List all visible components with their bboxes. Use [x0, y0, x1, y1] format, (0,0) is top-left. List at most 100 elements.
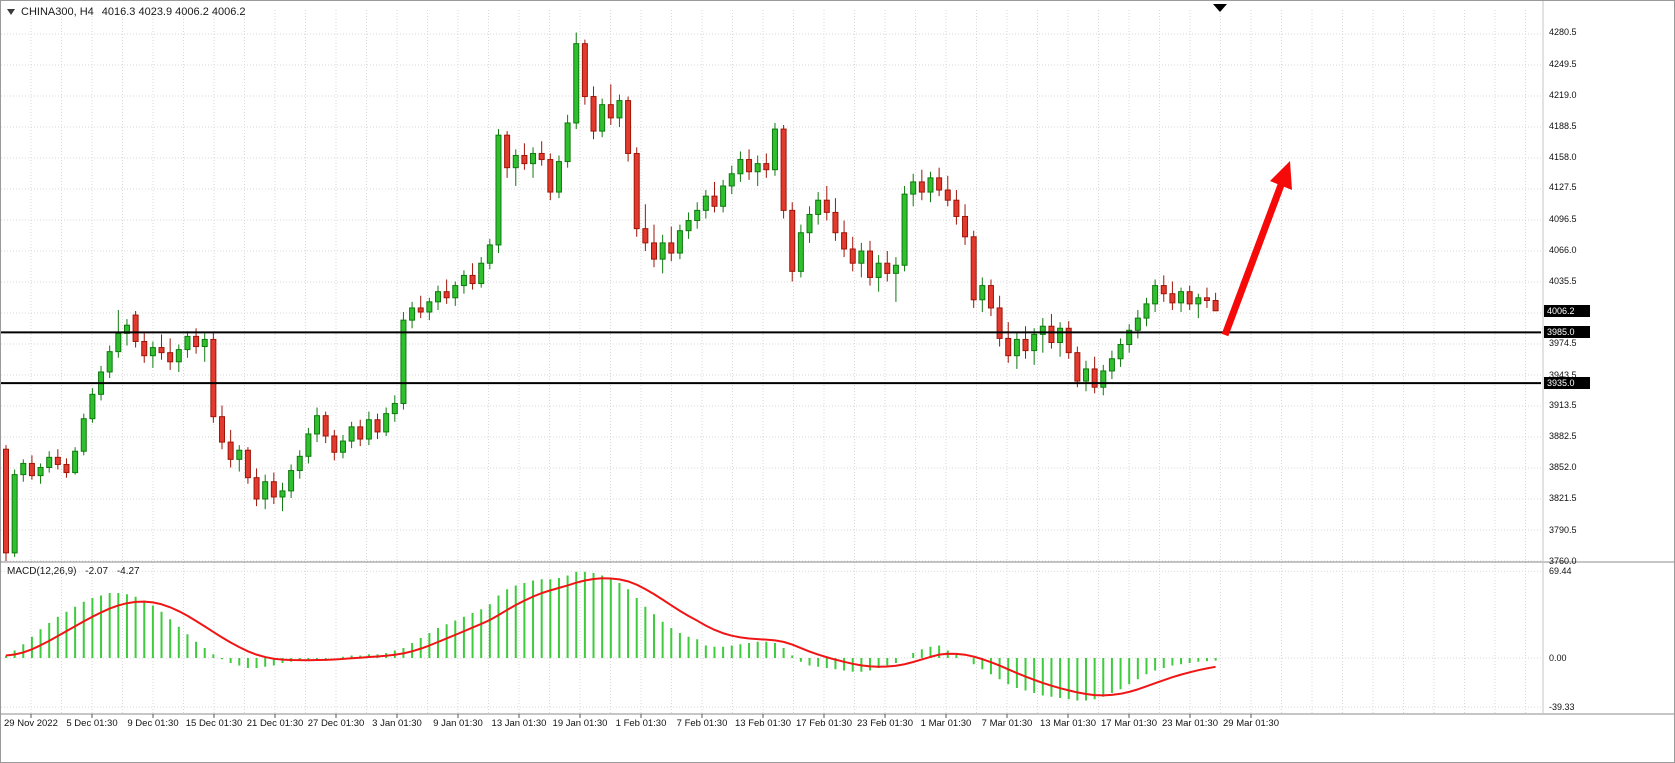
price-tick-label: 4127.5	[1549, 182, 1577, 193]
candle-body	[720, 185, 727, 207]
candle-body	[443, 291, 450, 299]
support-price-tag: 3935.0	[1544, 377, 1590, 390]
macd-indicator-label: MACD(12,26,9) -2.07 -4.27	[7, 566, 146, 577]
candle-body	[253, 477, 260, 500]
macd-signal-line	[5, 577, 1216, 697]
candle-body	[1152, 285, 1159, 305]
candle-body	[1203, 297, 1210, 302]
macd-tick-label: 0.00	[1549, 653, 1567, 663]
time-tick-label: 27 Dec 01:30	[307, 718, 365, 729]
candle-body	[806, 213, 813, 234]
symbol-dropdown-icon[interactable]	[7, 9, 15, 15]
candle-body	[115, 332, 122, 353]
chart-title: CHINA300, H4 4016.3 4023.9 4006.2 4006.2	[7, 5, 246, 19]
time-tick-label: 21 Dec 01:30	[246, 718, 304, 729]
candle-body	[832, 211, 839, 234]
candle-body	[910, 181, 917, 195]
candle-body	[28, 462, 35, 477]
candle-body	[331, 435, 338, 453]
candle-body	[495, 134, 502, 246]
candle-body	[901, 193, 908, 266]
candle-body	[936, 177, 943, 191]
candle-body	[815, 199, 822, 215]
candle-body	[409, 307, 416, 321]
candle-body	[1143, 303, 1150, 319]
candle-body	[3, 448, 9, 554]
trend-arrow-head[interactable]	[1270, 161, 1292, 190]
macd-tick-label: 69.44	[1549, 566, 1572, 577]
candle-body	[1134, 317, 1141, 331]
candle-body	[841, 232, 848, 250]
candle-body	[1212, 300, 1219, 312]
time-tick-label: 17 Feb 01:30	[796, 718, 852, 729]
candle-body	[849, 248, 856, 264]
candle-body	[521, 154, 528, 165]
price-tick-label: 4280.5	[1549, 27, 1577, 37]
candle-body	[469, 274, 476, 285]
candle-body	[210, 338, 217, 418]
candle-body	[374, 419, 381, 433]
trend-arrow-shaft[interactable]	[1221, 183, 1285, 337]
candle-body	[296, 455, 303, 472]
candle-body	[590, 96, 597, 132]
candle-body	[1005, 337, 1012, 357]
candle-body	[1013, 338, 1020, 357]
candle-body	[460, 274, 467, 287]
candle-body	[219, 416, 225, 443]
price-tick-label: 4249.5	[1549, 58, 1577, 69]
candle-body	[365, 419, 372, 440]
candle-body	[339, 440, 346, 453]
chart-shift-marker-icon[interactable]	[1213, 4, 1227, 12]
candle-body	[1186, 291, 1193, 305]
candle-body	[314, 415, 321, 435]
candle-body	[236, 449, 243, 460]
candle-body	[555, 161, 562, 193]
candle-body	[1057, 327, 1064, 343]
time-tick-label: 15 Dec 01:30	[185, 718, 243, 729]
time-tick-label: 29 Mar 01:30	[1223, 718, 1279, 729]
time-tick-label: 23 Mar 01:30	[1162, 718, 1218, 729]
price-tick-label: 3852.0	[1549, 462, 1577, 473]
candle-body	[1126, 329, 1133, 346]
candle-body	[953, 199, 960, 217]
candle-body	[348, 426, 355, 442]
candle-body	[547, 159, 554, 193]
candle-body	[875, 262, 882, 278]
candle-body	[633, 152, 640, 230]
candle-body	[970, 236, 977, 301]
candle-body	[530, 152, 537, 165]
candle-body	[1065, 327, 1072, 354]
candle-body	[262, 481, 269, 500]
candle-body	[1160, 285, 1167, 295]
candle-body	[1178, 291, 1185, 304]
price-tick-label: 3821.5	[1549, 493, 1577, 504]
candle-body	[538, 152, 545, 161]
candle-body	[659, 242, 666, 260]
time-axis[interactable]: 29 Nov 2022 5 Dec 01:30 9 Dec 01:30 15 Dec …	[1, 714, 1674, 736]
macd-main-value: -2.07	[85, 566, 109, 577]
candle-body	[20, 462, 27, 476]
price-tick-label: 4219.0	[1549, 89, 1577, 100]
candle-body	[728, 173, 735, 187]
candle-body	[962, 215, 969, 238]
time-tick-label: 13 Mar 01:30	[1040, 718, 1096, 729]
candle-body	[391, 402, 398, 415]
candle-body	[573, 43, 580, 124]
candle-body	[37, 466, 44, 477]
candle-body	[711, 195, 718, 207]
candle-body	[1117, 344, 1124, 360]
price-axis[interactable]: 4280.5 4249.5 4219.0 4188.5 4158.0 4127.5 4096…	[1544, 1, 1674, 714]
candle-body	[1083, 368, 1089, 382]
candle-body	[417, 307, 424, 313]
time-tick-label: 7 Mar 01:30	[981, 718, 1033, 729]
macd-tick-label: -39.33	[1549, 702, 1575, 713]
time-tick-label: 19 Jan 01:30	[552, 718, 608, 729]
current-price-tag: 4006.2	[1544, 304, 1590, 317]
candle-body	[512, 154, 519, 169]
candle-body	[581, 43, 588, 98]
resistance-price-tag: 3985.0	[1544, 326, 1590, 339]
candle-body	[80, 418, 87, 452]
time-tick-label: 9 Dec 01:30	[127, 718, 179, 729]
macd-signal-value: -4.27	[116, 566, 140, 577]
